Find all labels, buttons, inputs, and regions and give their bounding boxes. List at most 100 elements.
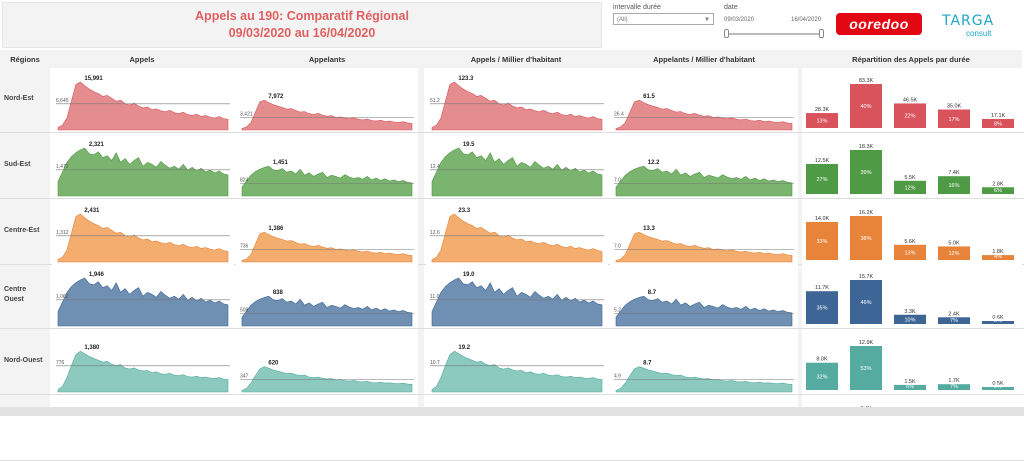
duration-bar[interactable] xyxy=(938,246,970,260)
area-chart-appels-millier[interactable]: 12.4 19.5 xyxy=(426,134,608,198)
area-chart-appels-millier[interactable]: 10.7 19.2 xyxy=(426,330,608,394)
date-slider-end-handle[interactable] xyxy=(819,29,824,38)
bar-value-label: 5.6K xyxy=(904,239,916,245)
bar-percent-label: 6% xyxy=(906,384,914,390)
duration-bar[interactable] xyxy=(982,387,1014,390)
region-labels-strip xyxy=(0,68,50,408)
bar-value-label: 5.5K xyxy=(904,175,916,181)
area-chart-appelants-millier[interactable] xyxy=(610,396,798,407)
duree-select[interactable]: (All) ▼ xyxy=(613,13,714,25)
duration-bar[interactable] xyxy=(894,180,926,194)
duration-bar[interactable] xyxy=(806,113,838,128)
area-chart-appels[interactable]: 1,472 2,321 xyxy=(52,134,234,198)
area-chart-appelants-millier[interactable]: 5.2 8.7 xyxy=(610,264,798,328)
area-chart-appelants[interactable]: 347 620 xyxy=(236,330,418,394)
duration-bar[interactable] xyxy=(938,109,970,128)
duration-bar[interactable] xyxy=(894,244,926,260)
area-chart-appels-millier[interactable]: 6.5 xyxy=(426,396,608,407)
bar-value-label: 7.4K xyxy=(948,170,960,176)
region-label-line: Centre xyxy=(4,286,27,293)
area-chart-appelants[interactable]: 508 838 xyxy=(236,264,418,328)
bar-percent-label: 22% xyxy=(904,114,915,120)
area-chart-appels-millier[interactable]: 12.6 23.3 xyxy=(426,200,608,264)
area-chart-appelants-millier[interactable]: 7.0 12.2 xyxy=(610,134,798,198)
duration-bar[interactable] xyxy=(850,216,882,260)
bar-percent-label: 13% xyxy=(816,119,827,125)
repartition-bar-chart[interactable]: 14.0K 33% 16.2K 38% 5.6K 13% 5.0K 12% 1.8K4% xyxy=(802,200,1022,264)
date-end: 16/04/2020 xyxy=(791,17,822,23)
area-chart-appelants[interactable] xyxy=(236,396,418,407)
horizontal-scrollbar[interactable] xyxy=(0,407,1024,416)
duration-bar[interactable] xyxy=(894,384,926,390)
bar-value-label: 0.6K xyxy=(992,315,1004,321)
duration-bar[interactable] xyxy=(894,314,926,324)
repartition-bar-chart[interactable]: 12.5K 27% 18.3K 39% 5.5K 12% 7.4K 16% 2.8K6% xyxy=(802,134,1022,198)
duration-bar[interactable] xyxy=(806,291,838,324)
area-series xyxy=(57,81,229,131)
bar-value-label: 0.5K xyxy=(992,381,1004,387)
duration-bar[interactable] xyxy=(850,280,882,324)
bar-value-label: 18.3K xyxy=(859,144,874,150)
area-chart-appelants[interactable]: 824 1,451 xyxy=(236,134,418,198)
bar-value-label: 8.0K xyxy=(816,357,828,363)
duration-bar[interactable] xyxy=(982,321,1014,324)
duration-bar[interactable] xyxy=(850,346,882,390)
bar-value-label: 1.5K xyxy=(904,379,916,385)
duration-bar[interactable] xyxy=(806,362,838,390)
area-chart-appelants[interactable]: 736 1,386 xyxy=(236,200,418,264)
area-chart-appelants-millier[interactable]: 26.4 61.5 xyxy=(610,68,798,132)
area-chart-appels-millier[interactable]: 11.0 19.0 xyxy=(426,264,608,328)
bar-value-label: 16.2K xyxy=(859,210,874,216)
reference-value: 11.0 xyxy=(430,294,440,300)
region-label: Centre Ouest xyxy=(4,285,26,305)
duration-bar[interactable] xyxy=(982,187,1014,194)
peak-value: 1,451 xyxy=(273,160,289,166)
area-chart-appels[interactable]: 1,062 1,946 xyxy=(52,264,234,328)
duration-bar[interactable] xyxy=(806,221,838,260)
area-chart-appelants-millier[interactable]: 7.0 13.3 xyxy=(610,200,798,264)
row-separator xyxy=(0,328,1024,329)
reference-value: 1,062 xyxy=(56,294,69,300)
date-slider-track[interactable] xyxy=(726,33,823,35)
peak-value: 19.5 xyxy=(463,142,475,148)
reference-value: 508 xyxy=(240,308,249,314)
area-chart-appelants-millier[interactable]: 4.9 8.7 xyxy=(610,330,798,394)
duration-bar[interactable] xyxy=(850,84,882,128)
area-chart-appels[interactable]: 1,312 2,431 xyxy=(52,200,234,264)
bar-value-label: 11.7K xyxy=(815,285,829,291)
bar-percent-label: 6% xyxy=(994,188,1002,194)
duration-bar[interactable] xyxy=(982,255,1014,260)
area-chart-appels[interactable]: 6,645 15,991 xyxy=(52,68,234,132)
bar-percent-label: 53% xyxy=(860,366,871,372)
duration-bar[interactable] xyxy=(938,384,970,390)
bar-percent-label: 12% xyxy=(904,185,915,191)
bar-value-label: 17.1K xyxy=(991,113,1006,119)
repartition-bar-chart[interactable]: 6.4K xyxy=(802,396,1022,407)
repartition-bar-chart[interactable]: 8.0K 32% 12.9K 53% 1.5K6% 1.7K7% 0.5K2% xyxy=(802,330,1022,394)
region-label-line: Nord-Ouest xyxy=(4,357,43,364)
repartition-bar-chart[interactable]: 28.3K 13% 83.3K 40% 46.5K 22% 35.0K 17% 17.1K 8% xyxy=(802,68,1022,132)
duration-bar[interactable] xyxy=(938,176,970,194)
bar-value-label: 6.4K xyxy=(860,406,872,407)
date-slider-start-handle[interactable] xyxy=(724,29,729,38)
duration-bar[interactable] xyxy=(806,163,838,194)
col-header-appelants: Appelants xyxy=(308,55,346,64)
duree-select-value: (All) xyxy=(617,17,628,23)
repartition-bar-chart[interactable]: 11.7K 35% 15.7K 46% 3.3K 10% 2.4K7% 0.6K2% xyxy=(802,264,1022,328)
area-chart-appels[interactable]: 776 1,380 xyxy=(52,330,234,394)
peak-value: 13.3 xyxy=(643,226,655,232)
reference-value: 26.4 xyxy=(614,112,624,118)
area-chart-appelants[interactable]: 3,421 7,972 xyxy=(236,68,418,132)
col-header-appels: Appels xyxy=(129,55,155,64)
duration-bar[interactable] xyxy=(850,150,882,194)
bar-value-label: 83.3K xyxy=(859,78,874,84)
duration-bar[interactable] xyxy=(938,317,970,324)
area-chart-appels[interactable]: 650 xyxy=(52,396,234,407)
area-series xyxy=(57,350,229,393)
duration-bar[interactable] xyxy=(982,118,1014,128)
gutter xyxy=(418,50,424,408)
area-series xyxy=(241,231,413,263)
area-chart-appels-millier[interactable]: 51.2 123.3 xyxy=(426,68,608,132)
duration-bar[interactable] xyxy=(894,103,926,128)
reference-value: 347 xyxy=(240,374,249,380)
